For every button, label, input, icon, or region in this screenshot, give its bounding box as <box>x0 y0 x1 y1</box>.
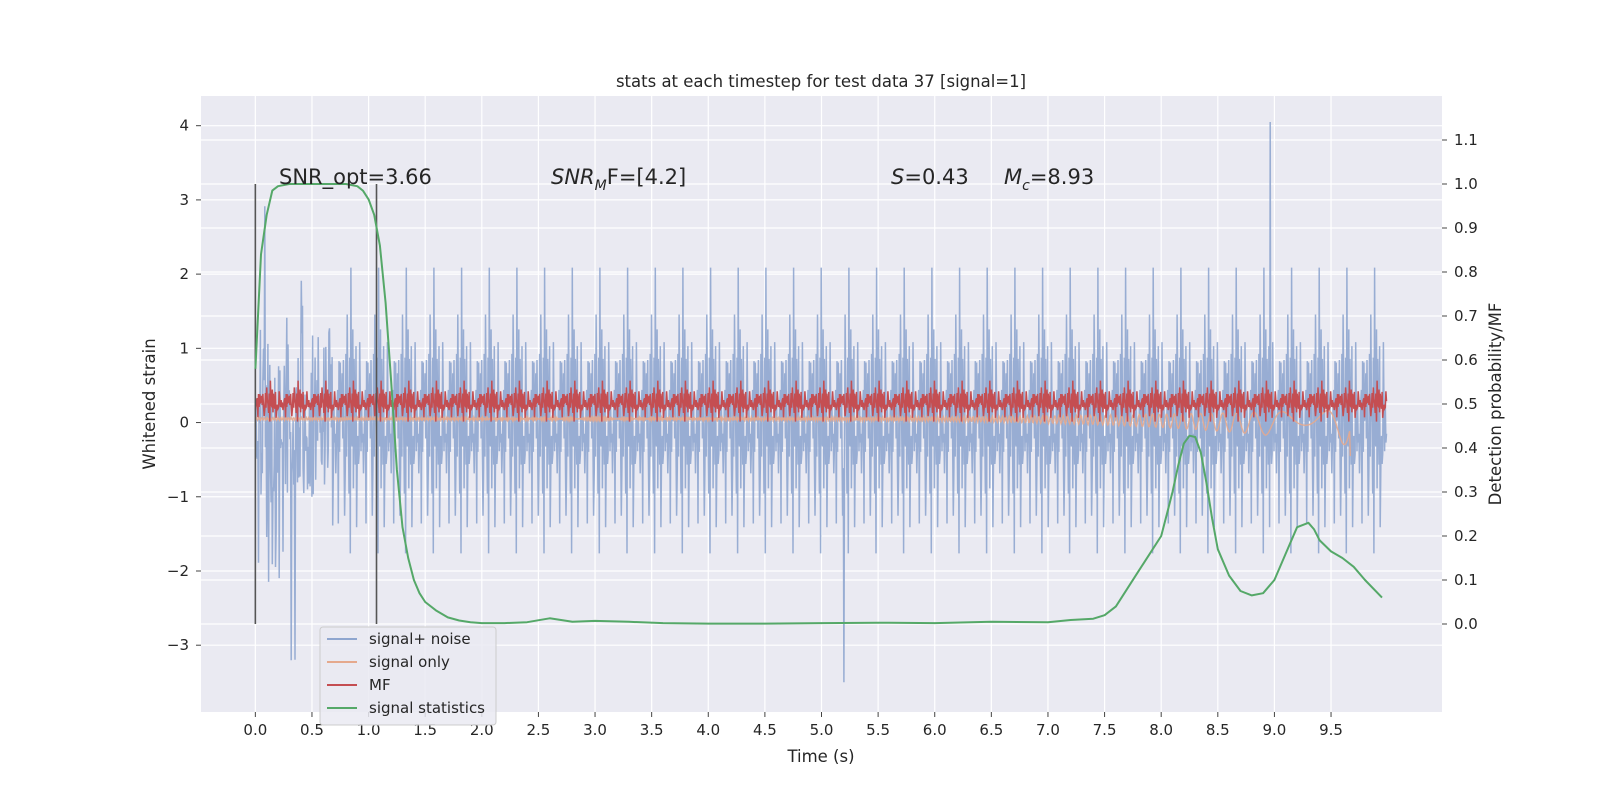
x-tick-label: 0.5 <box>300 721 324 739</box>
legend-label-signal-only: signal only <box>369 653 450 671</box>
x-tick-label: 6.0 <box>923 721 947 739</box>
legend-box <box>319 626 497 726</box>
x-tick-label: 8.0 <box>1149 721 1173 739</box>
y2-axis-label: Detection probability/MF <box>1486 303 1505 506</box>
tick-labels: 0.0 0.5 1.0 1.5 2.0 2.5 3.0 3.5 4.0 4.5 5.0 5.5 6.0 6… <box>167 117 1478 739</box>
snr-mf-subscript: M <box>595 178 607 194</box>
series-mf-line <box>254 380 1388 422</box>
x-tick-label: 8.5 <box>1206 721 1230 739</box>
legend-label-mf: MF <box>369 676 391 694</box>
mc-subscript: c <box>1022 178 1030 194</box>
y-tick-label: −2 <box>167 562 189 580</box>
x-tick-label: 4.5 <box>753 721 777 739</box>
y-tick-label: 2 <box>179 265 189 283</box>
y2-tick-label: 1.0 <box>1454 175 1478 193</box>
y2-tick-label: 0.4 <box>1454 439 1478 457</box>
y-tick-label: −1 <box>167 488 189 506</box>
snr-mf-value: F=[4.2] <box>607 165 686 189</box>
legend-label-signal-noise: signal+ noise <box>369 630 471 648</box>
chart-title: stats at each timestep for test data 37 … <box>616 72 1026 91</box>
annotation-mc: Mc=8.93 <box>1004 165 1094 194</box>
mc-symbol: M <box>1004 165 1022 189</box>
y2-tick-label: 0.7 <box>1454 307 1478 325</box>
y2-tick-label: 1.1 <box>1454 131 1478 149</box>
snr-mf-symbol: SNR <box>551 165 595 189</box>
annotation-s: S=0.43 <box>891 165 969 189</box>
series-signal-noise-line <box>254 121 1388 683</box>
y2-tick-label: 0.2 <box>1454 527 1478 545</box>
x-axis-label: Time (s) <box>786 747 854 766</box>
s-symbol: S <box>891 165 904 189</box>
series-signal-only-line <box>254 409 1351 457</box>
y2-tick-label: 0.0 <box>1454 615 1478 633</box>
x-tick-label: 5.5 <box>866 721 890 739</box>
annotation-snr-opt: SNR_opt=3.66 <box>279 165 432 190</box>
y2-tick-label: 0.3 <box>1454 483 1478 501</box>
s-value: =0.43 <box>904 165 968 189</box>
x-tick-label: 6.5 <box>979 721 1003 739</box>
x-tick-label: 2.5 <box>526 721 550 739</box>
series-layer <box>254 121 1388 683</box>
x-tick-label: 9.5 <box>1319 721 1343 739</box>
y2-tick-label: 0.1 <box>1454 571 1478 589</box>
legend: signal+ noise signal only MF signal stat… <box>319 626 497 726</box>
x-tick-label: 5.0 <box>810 721 834 739</box>
x-tick-label: 0.0 <box>243 721 267 739</box>
y2-tick-label: 0.5 <box>1454 395 1478 413</box>
x-tick-label: 9.0 <box>1262 721 1286 739</box>
x-tick-label: 3.0 <box>583 721 607 739</box>
x-tick-label: 7.5 <box>1093 721 1117 739</box>
annotation-snr-mf: SNRMF=[4.2] <box>551 165 686 194</box>
x-tick-label: 3.5 <box>640 721 664 739</box>
x-tick-label: 4.0 <box>696 721 720 739</box>
y2-tick-label: 0.6 <box>1454 351 1478 369</box>
legend-label-signal-statistics: signal statistics <box>369 699 485 717</box>
y-tick-label: 0 <box>179 414 189 432</box>
y-tick-label: 1 <box>179 339 189 357</box>
series-signal-statistics-line <box>254 183 1383 625</box>
y2-tick-label: 0.8 <box>1454 263 1478 281</box>
x-tick-label: 7.0 <box>1036 721 1060 739</box>
y-tick-label: −3 <box>167 636 189 654</box>
mc-value: =8.93 <box>1030 165 1094 189</box>
y-tick-label: 3 <box>179 191 189 209</box>
y-tick-label: 4 <box>179 117 189 135</box>
y-axis-label: Whitened strain <box>140 338 159 469</box>
y2-tick-label: 0.9 <box>1454 219 1478 237</box>
